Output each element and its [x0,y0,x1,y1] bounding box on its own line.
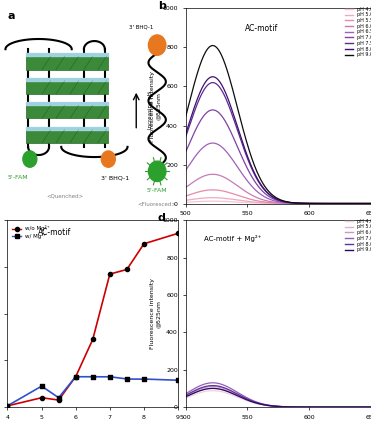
Text: 3' BHQ-1: 3' BHQ-1 [101,176,129,181]
Legend: w/o Mg²⁺, w/ Mg²⁺: w/o Mg²⁺, w/ Mg²⁺ [10,223,52,241]
Text: Increasing pH: Increasing pH [148,91,153,129]
Point [4,402,10,409]
X-axis label: Wavelength (nm): Wavelength (nm) [248,222,308,228]
Text: AC-motif: AC-motif [38,228,71,237]
Point [39,394,45,401]
Text: 3' BHQ-1: 3' BHQ-1 [129,25,154,30]
Circle shape [101,151,115,167]
Point [175,377,181,384]
Circle shape [148,161,166,181]
Text: <Quenched>: <Quenched> [46,194,83,199]
Point [107,374,113,380]
Point [56,397,62,404]
Point [73,374,79,380]
Point [56,394,62,401]
Point [124,266,130,273]
Circle shape [23,151,37,167]
Text: b: b [158,1,165,11]
Text: AC-motif: AC-motif [245,24,278,33]
FancyBboxPatch shape [26,102,108,118]
Text: d: d [158,213,165,223]
Point [141,240,147,247]
Polygon shape [26,78,108,81]
Circle shape [148,35,166,55]
Point [73,374,79,380]
Point [4,402,10,409]
Text: 5'-FAM: 5'-FAM [147,188,167,192]
Text: 5'-FAM: 5'-FAM [7,176,28,181]
Legend: pH 4.0, pH 5.0, pH 5.5, pH 6.0, pH 6.5, pH 7.0, pH 7.5, pH 8.0, pH 9.0: pH 4.0, pH 5.0, pH 5.5, pH 6.0, pH 6.5, … [344,5,371,59]
FancyBboxPatch shape [26,53,108,70]
Legend: pH 4.0, pH 5.0, pH 6.0, pH 7.0, pH 8.0, pH 9.0: pH 4.0, pH 5.0, pH 6.0, pH 7.0, pH 8.0, … [344,217,371,254]
Point [107,271,113,278]
Text: <Fluoresced>: <Fluoresced> [138,202,177,207]
Point [124,376,130,382]
Polygon shape [26,126,108,130]
Y-axis label: Fluorescence intensity
@525nm: Fluorescence intensity @525nm [150,278,161,349]
Polygon shape [26,102,108,105]
Text: AC-motif + Mg²⁺: AC-motif + Mg²⁺ [204,235,262,243]
Point [90,374,96,380]
FancyBboxPatch shape [26,78,108,94]
FancyBboxPatch shape [26,126,108,143]
Text: a: a [7,11,15,20]
Point [90,336,96,343]
Y-axis label: Fluorescence intensity
@525nm: Fluorescence intensity @525nm [150,70,161,142]
Point [141,376,147,382]
Point [39,383,45,389]
Polygon shape [26,53,108,56]
Point [175,230,181,237]
